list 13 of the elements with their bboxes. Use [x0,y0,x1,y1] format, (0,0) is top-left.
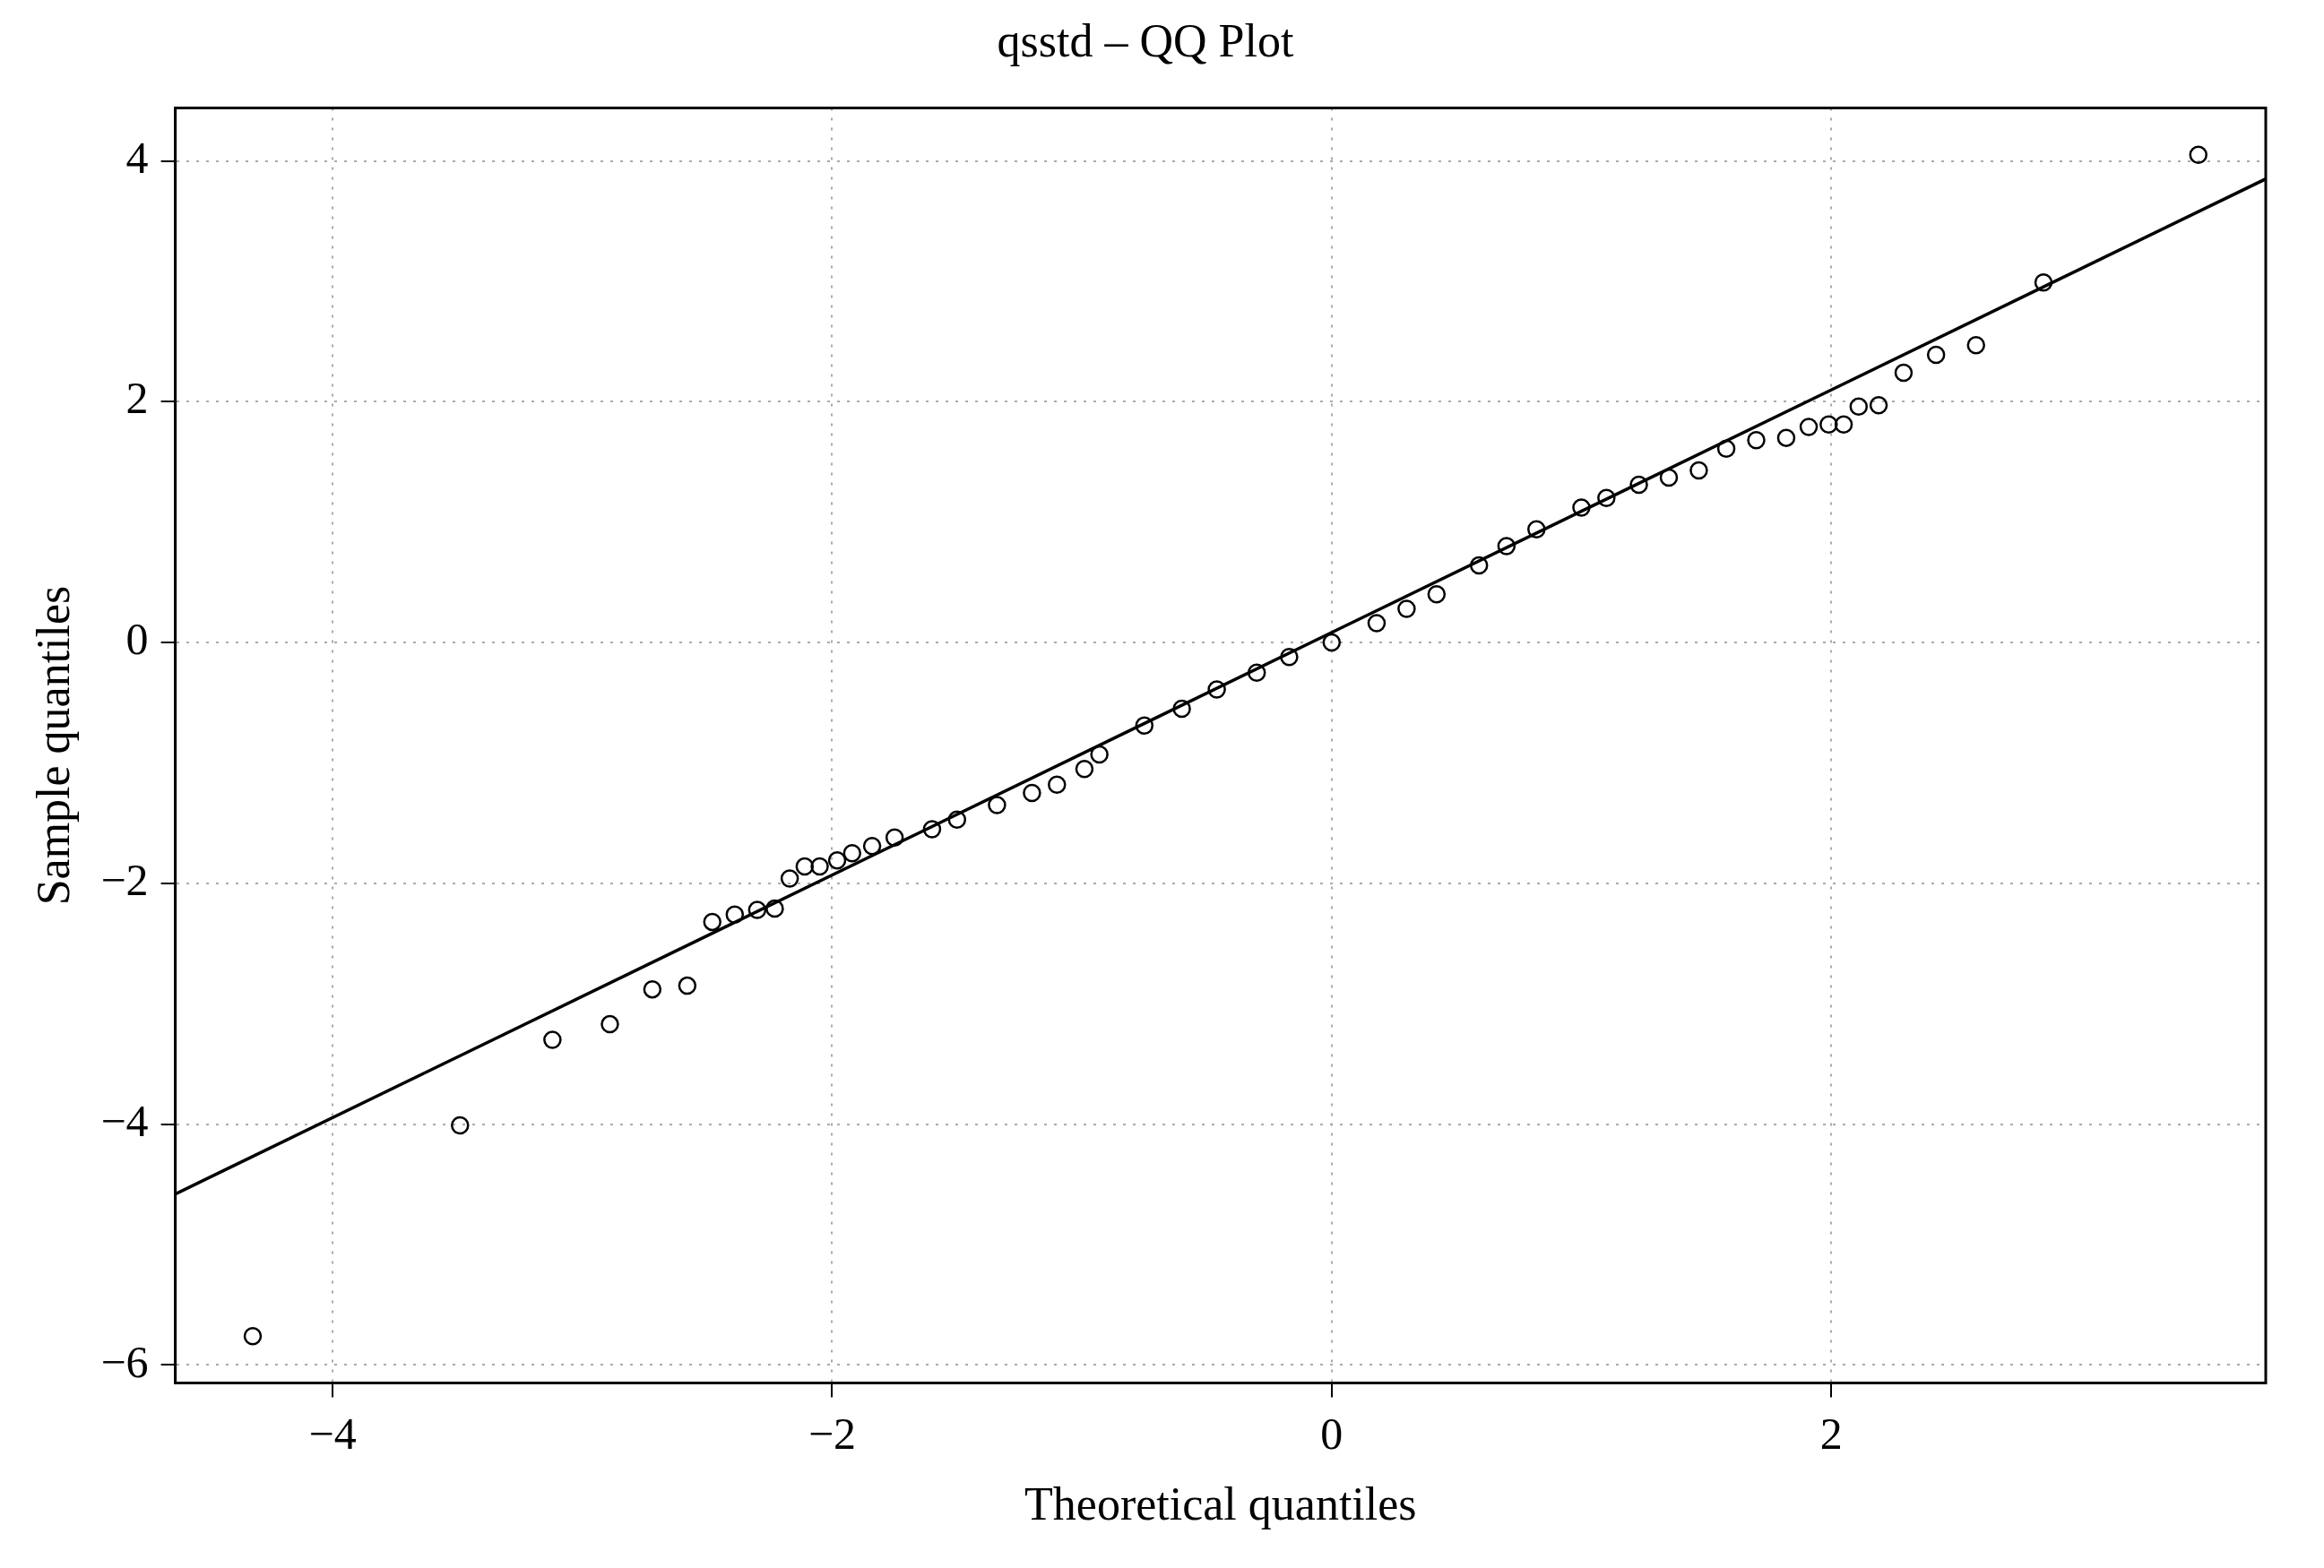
x-axis-title: Theoretical quantiles [1024,1478,1417,1530]
y-tick-label: 0 [125,614,149,665]
y-tick-label: −2 [100,855,149,905]
x-tick-label: 2 [1819,1408,1843,1459]
x-tick-label: 0 [1320,1408,1343,1459]
y-tick-label: 4 [125,132,149,183]
x-tick-label: −2 [808,1408,857,1459]
y-tick-label: −4 [100,1095,149,1146]
y-axis-title: Sample quantiles [27,585,79,906]
y-tick-label: 2 [125,373,149,424]
y-tick-label: −6 [100,1336,149,1387]
chart-title: qsstd – QQ Plot [997,14,1294,66]
x-tick-label: −4 [308,1408,357,1459]
